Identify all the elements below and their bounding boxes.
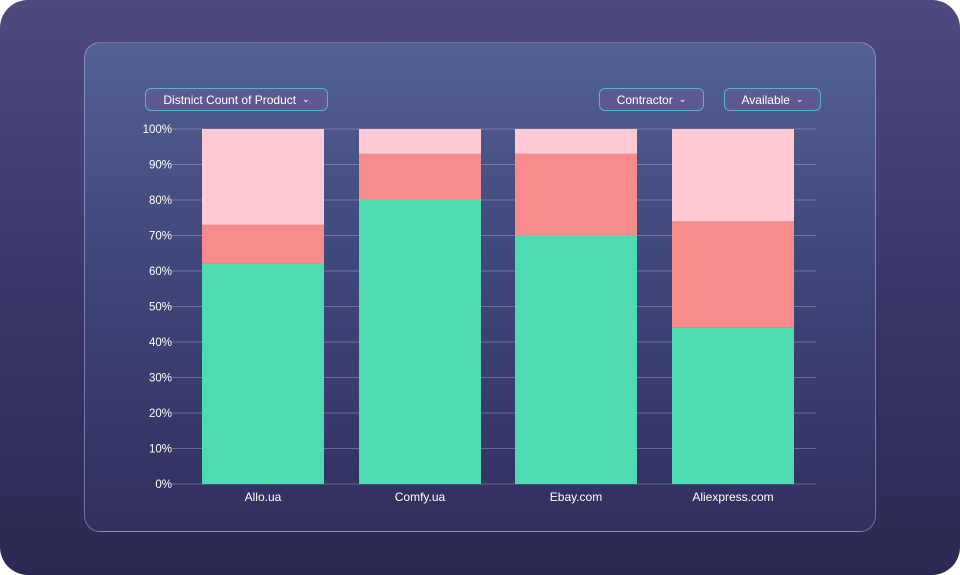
bar-segment-pink	[359, 129, 481, 154]
y-tick-label: 20%	[149, 408, 172, 420]
y-tick-label: 40%	[149, 337, 172, 349]
bar-segment-pink	[672, 129, 794, 222]
contractor-dropdown-label: Contractor	[616, 92, 673, 107]
bar-segment-red	[672, 221, 794, 328]
chevron-down-icon: ⌄	[302, 94, 310, 104]
x-tick-label: Comfy.ua	[395, 490, 446, 504]
measure-dropdown[interactable]: Distnict Count of Product ⌄	[145, 88, 328, 111]
y-tick-label: 80%	[149, 195, 172, 207]
bar-segment-green	[672, 327, 794, 484]
y-tick-label: 100%	[143, 124, 172, 136]
y-tick-label: 10%	[149, 444, 172, 456]
contractor-dropdown[interactable]: Contractor ⌄	[599, 88, 704, 111]
x-tick-label: Ebay.com	[550, 490, 602, 504]
measure-dropdown-label: Distnict Count of Product	[163, 92, 297, 107]
y-tick-label: 60%	[149, 266, 172, 278]
bar-segment-red	[202, 224, 324, 264]
bar-segment-red	[359, 153, 481, 200]
chevron-down-icon: ⌄	[678, 94, 687, 104]
y-tick-label: 90%	[149, 160, 172, 172]
bar-segment-red	[515, 153, 637, 236]
availability-dropdown-label: Available	[741, 92, 790, 107]
bar-segment-green	[202, 263, 324, 484]
y-tick-label: 0%	[155, 479, 172, 491]
availability-dropdown[interactable]: Available ⌄	[724, 88, 821, 111]
x-tick-label: Aliexpress.com	[692, 490, 773, 504]
bar-segment-green	[359, 200, 481, 484]
y-tick-label: 30%	[149, 373, 172, 385]
y-tick-label: 50%	[149, 302, 172, 314]
bar-segment-green	[515, 235, 637, 484]
chevron-down-icon: ⌄	[795, 94, 804, 104]
bar-segment-pink	[202, 129, 324, 225]
bar-segment-pink	[515, 129, 637, 154]
y-tick-label: 70%	[149, 231, 172, 243]
x-tick-label: Allo.ua	[245, 490, 282, 504]
